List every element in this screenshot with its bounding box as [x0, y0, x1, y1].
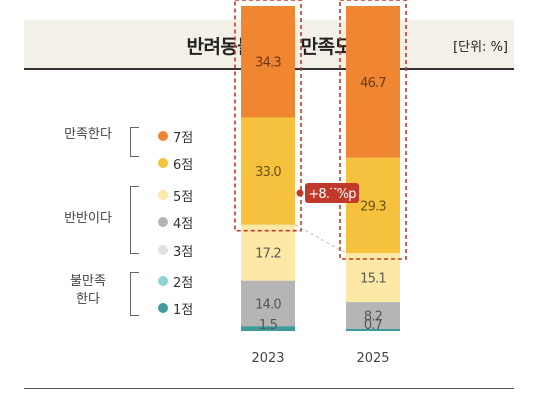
legend-bracket-dissatisfied: [130, 272, 139, 316]
bar-segment-2023-7점: [241, 6, 295, 118]
legend-bracket-neutral: [130, 186, 139, 254]
legend-group-dissatisfied: 불만족 한다: [52, 273, 124, 309]
arrow-start-dot: [296, 189, 304, 197]
data-label: 15.1: [360, 272, 386, 287]
legend-label: 6점: [173, 158, 194, 173]
legend-group-neutral: 반반이다: [52, 210, 124, 228]
data-label: 8.2: [364, 309, 382, 324]
bar-segment-2025-5점: [346, 253, 400, 303]
bottom-rule: [24, 388, 514, 389]
bar-segment-2025-6점: [346, 157, 400, 253]
x-tick-label: 2023: [251, 351, 284, 366]
data-label: 17.2: [255, 247, 281, 262]
highlight-box: [339, 0, 407, 260]
legend-label: 1점: [173, 303, 194, 318]
legend-dot-icon: [158, 245, 168, 255]
data-label: 34.3: [255, 56, 281, 71]
legend-label: 2점: [173, 276, 194, 291]
bar-segment-2023-5점: [241, 224, 295, 281]
legend-label: 4점: [173, 217, 194, 232]
legend-label: 3점: [173, 245, 194, 260]
unit-label: [단위: %]: [453, 40, 508, 55]
legend-group-label: 만족한다: [64, 127, 112, 142]
legend-label: 5점: [173, 190, 194, 205]
data-label: 0.7: [364, 318, 383, 333]
legend-dot-icon: [158, 303, 168, 313]
legend-dot-icon: [158, 190, 168, 200]
legend-dot-icon: [158, 131, 168, 141]
bar-segment-2025-1점: [346, 328, 400, 331]
legend-group-satisfied: 만족한다: [52, 126, 124, 144]
arrow-head-icon: [332, 187, 340, 199]
legend-dot-icon: [158, 276, 168, 286]
legend-dot-icon: [158, 217, 168, 227]
highlight-box: [234, 0, 302, 232]
legend-group-label: 불만족: [70, 274, 106, 289]
legend-group-label: 반반이다: [64, 211, 112, 226]
x-tick-label: 2025: [356, 351, 389, 366]
bar-segment-2023-6점: [241, 117, 295, 225]
data-label: 33.0: [255, 165, 281, 180]
legend-bracket-satisfied: [130, 127, 139, 157]
data-label: 1.5: [259, 318, 278, 333]
bar-segment-2025-4점: [346, 302, 400, 329]
legend-label: 7점: [173, 131, 194, 146]
bar-segment-2023-1점: [241, 326, 295, 331]
bar-segment-2023-4점: [241, 280, 295, 327]
data-label: 29.3: [360, 199, 386, 214]
bar-segment-2025-7점: [346, 6, 400, 158]
legend-dot-icon: [158, 158, 168, 168]
connector-line: [294, 224, 347, 254]
data-label: 14.0: [255, 297, 281, 312]
legend-group-label: 한다: [76, 292, 100, 307]
data-label: 46.7: [360, 76, 386, 91]
